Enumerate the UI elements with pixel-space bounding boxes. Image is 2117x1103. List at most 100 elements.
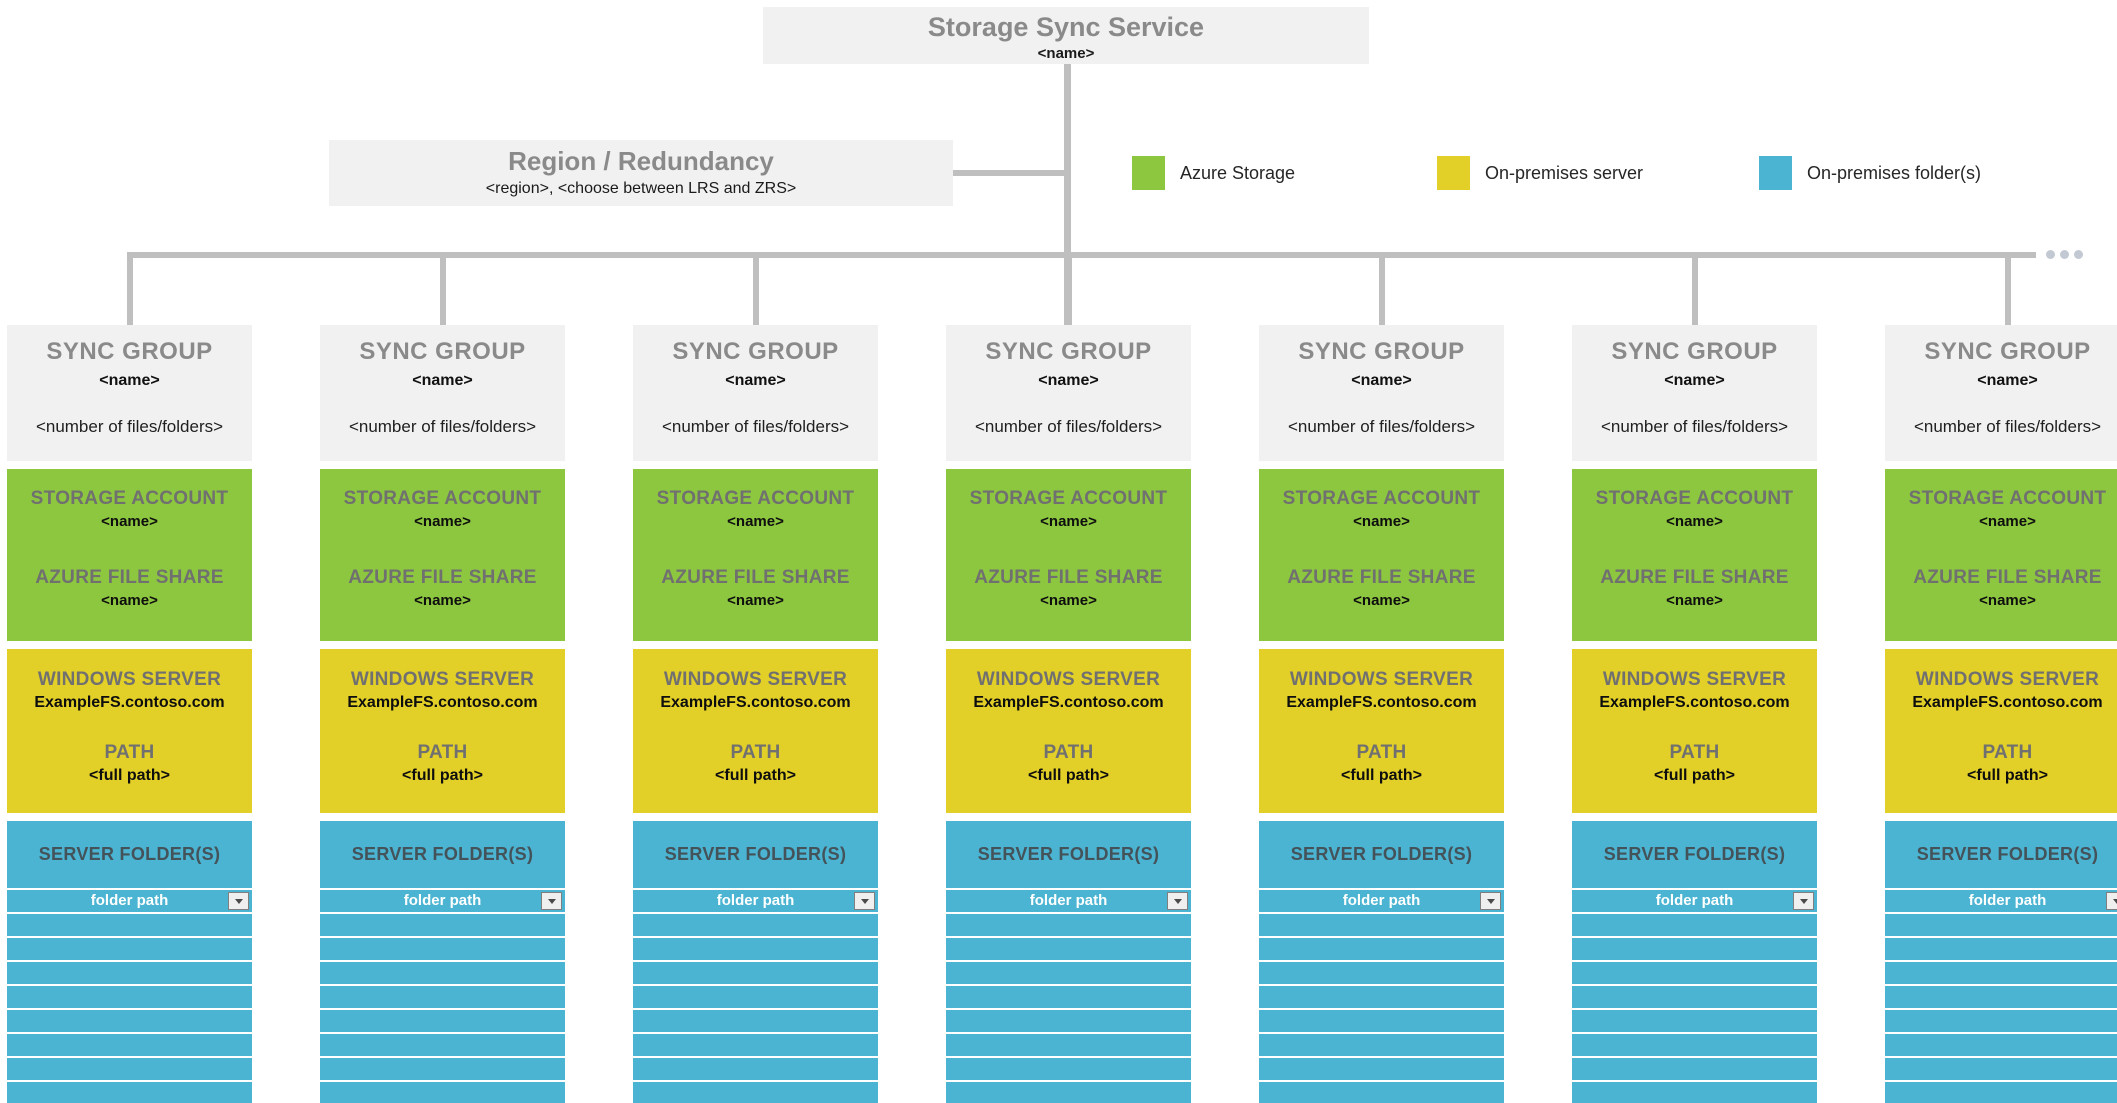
storage-account-name: <name> <box>101 513 158 530</box>
legend-item: On-premises folder(s) <box>1759 156 1981 190</box>
sync-group-column: SYNC GROUP <name> <number of files/folde… <box>7 252 252 1103</box>
folder-row-empty <box>320 1082 565 1103</box>
folder-row-empty <box>7 938 252 962</box>
server-folders-box: SERVER FOLDER(S) folder path <box>1572 821 1817 1103</box>
server-folders-label: SERVER FOLDER(S) <box>1916 844 2099 864</box>
legend-item: Azure Storage <box>1132 156 1295 190</box>
legend-item: On-premises server <box>1437 156 1643 190</box>
sync-group-name: <name> <box>1038 372 1099 389</box>
folder-row-empty <box>1885 1058 2117 1082</box>
server-folders-box: SERVER FOLDER(S) folder path <box>633 821 878 1103</box>
folder-row-empty <box>1259 914 1504 938</box>
chevron-down-icon <box>234 898 243 904</box>
folder-row-empty <box>1885 1034 2117 1058</box>
storage-account-box: STORAGE ACCOUNT <name> AZURE FILE SHARE … <box>1572 469 1817 641</box>
sync-group-count: <number of files/folders> <box>661 417 850 436</box>
azure-file-share-label: AZURE FILE SHARE <box>661 567 850 588</box>
folder-row-empty <box>320 914 565 938</box>
path-value: <full path> <box>1967 767 2048 784</box>
storage-account-label: STORAGE ACCOUNT <box>343 488 542 509</box>
folder-row-empty <box>946 1082 1191 1103</box>
server-folders-box: SERVER FOLDER(S) folder path <box>1885 821 2117 1103</box>
storage-sync-service-box: Storage Sync Service <name> <box>763 7 1369 64</box>
folder-path-dropdown-button[interactable] <box>2106 892 2117 910</box>
folder-path-value: folder path <box>1968 892 2047 909</box>
sync-group-title: SYNC GROUP <box>1611 338 1778 365</box>
windows-server-name: ExampleFS.contoso.com <box>1599 694 1790 711</box>
storage-sync-service-name: <name> <box>1037 45 1095 62</box>
storage-sync-service-title: Storage Sync Service <box>927 12 1205 42</box>
storage-account-box: STORAGE ACCOUNT <name> AZURE FILE SHARE … <box>320 469 565 641</box>
windows-server-label: WINDOWS SERVER <box>1602 669 1787 690</box>
chevron-down-icon <box>547 898 556 904</box>
azure-file-share-name: <name> <box>1353 592 1410 609</box>
folder-path-dropdown-button[interactable] <box>541 892 562 910</box>
storage-account-box: STORAGE ACCOUNT <name> AZURE FILE SHARE … <box>633 469 878 641</box>
sync-group-name: <name> <box>99 372 160 389</box>
windows-server-box: WINDOWS SERVER ExampleFS.contoso.com PAT… <box>946 649 1191 813</box>
folder-row-empty <box>946 1058 1191 1082</box>
legend-color-swatch <box>1759 156 1792 190</box>
folder-path-dropdown-button[interactable] <box>228 892 249 910</box>
server-folders-label: SERVER FOLDER(S) <box>38 844 221 864</box>
path-value: <full path> <box>1341 767 1422 784</box>
path-value: <full path> <box>1654 767 1735 784</box>
legend-color-swatch <box>1437 156 1470 190</box>
folder-row-empty <box>633 1010 878 1034</box>
folder-path-dropdown-button[interactable] <box>1167 892 1188 910</box>
storage-account-label: STORAGE ACCOUNT <box>1595 488 1794 509</box>
folder-row-empty <box>1885 962 2117 986</box>
folder-row-empty <box>1885 1010 2117 1034</box>
storage-account-name: <name> <box>1979 513 2036 530</box>
sync-group-title: SYNC GROUP <box>46 338 213 365</box>
folder-row-empty <box>946 1034 1191 1058</box>
sync-group-count: <number of files/folders> <box>348 417 537 436</box>
folder-row-empty <box>1885 938 2117 962</box>
server-folders-box: SERVER FOLDER(S) folder path <box>946 821 1191 1103</box>
folder-row-empty <box>633 938 878 962</box>
windows-server-label: WINDOWS SERVER <box>976 669 1161 690</box>
folder-row-empty <box>320 938 565 962</box>
folder-row-empty <box>320 1010 565 1034</box>
azure-file-share-label: AZURE FILE SHARE <box>974 567 1163 588</box>
storage-account-name: <name> <box>1666 513 1723 530</box>
storage-account-label: STORAGE ACCOUNT <box>656 488 855 509</box>
azure-file-share-label: AZURE FILE SHARE <box>1287 567 1476 588</box>
azure-file-share-name: <name> <box>1979 592 2036 609</box>
sync-group-name: <name> <box>1351 372 1412 389</box>
folder-path-cell: folder path <box>946 888 1191 914</box>
folder-path-dropdown-button[interactable] <box>854 892 875 910</box>
sync-group-name: <name> <box>1977 372 2038 389</box>
legend-label: On-premises folder(s) <box>1807 162 1982 183</box>
sync-group-columns: SYNC GROUP <name> <number of files/folde… <box>7 252 2117 1103</box>
folder-row-empty <box>1885 986 2117 1010</box>
folder-path-value: folder path <box>90 892 169 909</box>
windows-server-label: WINDOWS SERVER <box>663 669 848 690</box>
folder-row-empty <box>7 962 252 986</box>
azure-file-share-name: <name> <box>727 592 784 609</box>
folder-row-empty <box>1259 986 1504 1010</box>
folder-row-empty <box>633 1058 878 1082</box>
folder-row-empty <box>633 962 878 986</box>
path-value: <full path> <box>89 767 170 784</box>
folder-row-empty <box>946 986 1191 1010</box>
folder-row-empty <box>1259 1010 1504 1034</box>
sync-group-box: SYNC GROUP <name> <number of files/folde… <box>1572 325 1817 461</box>
storage-account-name: <name> <box>727 513 784 530</box>
storage-account-name: <name> <box>414 513 471 530</box>
windows-server-box: WINDOWS SERVER ExampleFS.contoso.com PAT… <box>1572 649 1817 813</box>
path-label: PATH <box>730 742 781 763</box>
windows-server-label: WINDOWS SERVER <box>1289 669 1474 690</box>
folder-rows <box>1259 914 1504 1103</box>
windows-server-name: ExampleFS.contoso.com <box>1912 694 2103 711</box>
folder-row-empty <box>1572 938 1817 962</box>
windows-server-label: WINDOWS SERVER <box>350 669 535 690</box>
folder-row-empty <box>1259 1034 1504 1058</box>
azure-file-share-label: AZURE FILE SHARE <box>1600 567 1789 588</box>
folder-path-value: folder path <box>1655 892 1734 909</box>
region-redundancy-title: Region / Redundancy <box>508 146 774 176</box>
storage-account-name: <name> <box>1040 513 1097 530</box>
folder-path-dropdown-button[interactable] <box>1793 892 1814 910</box>
folder-path-dropdown-button[interactable] <box>1480 892 1501 910</box>
